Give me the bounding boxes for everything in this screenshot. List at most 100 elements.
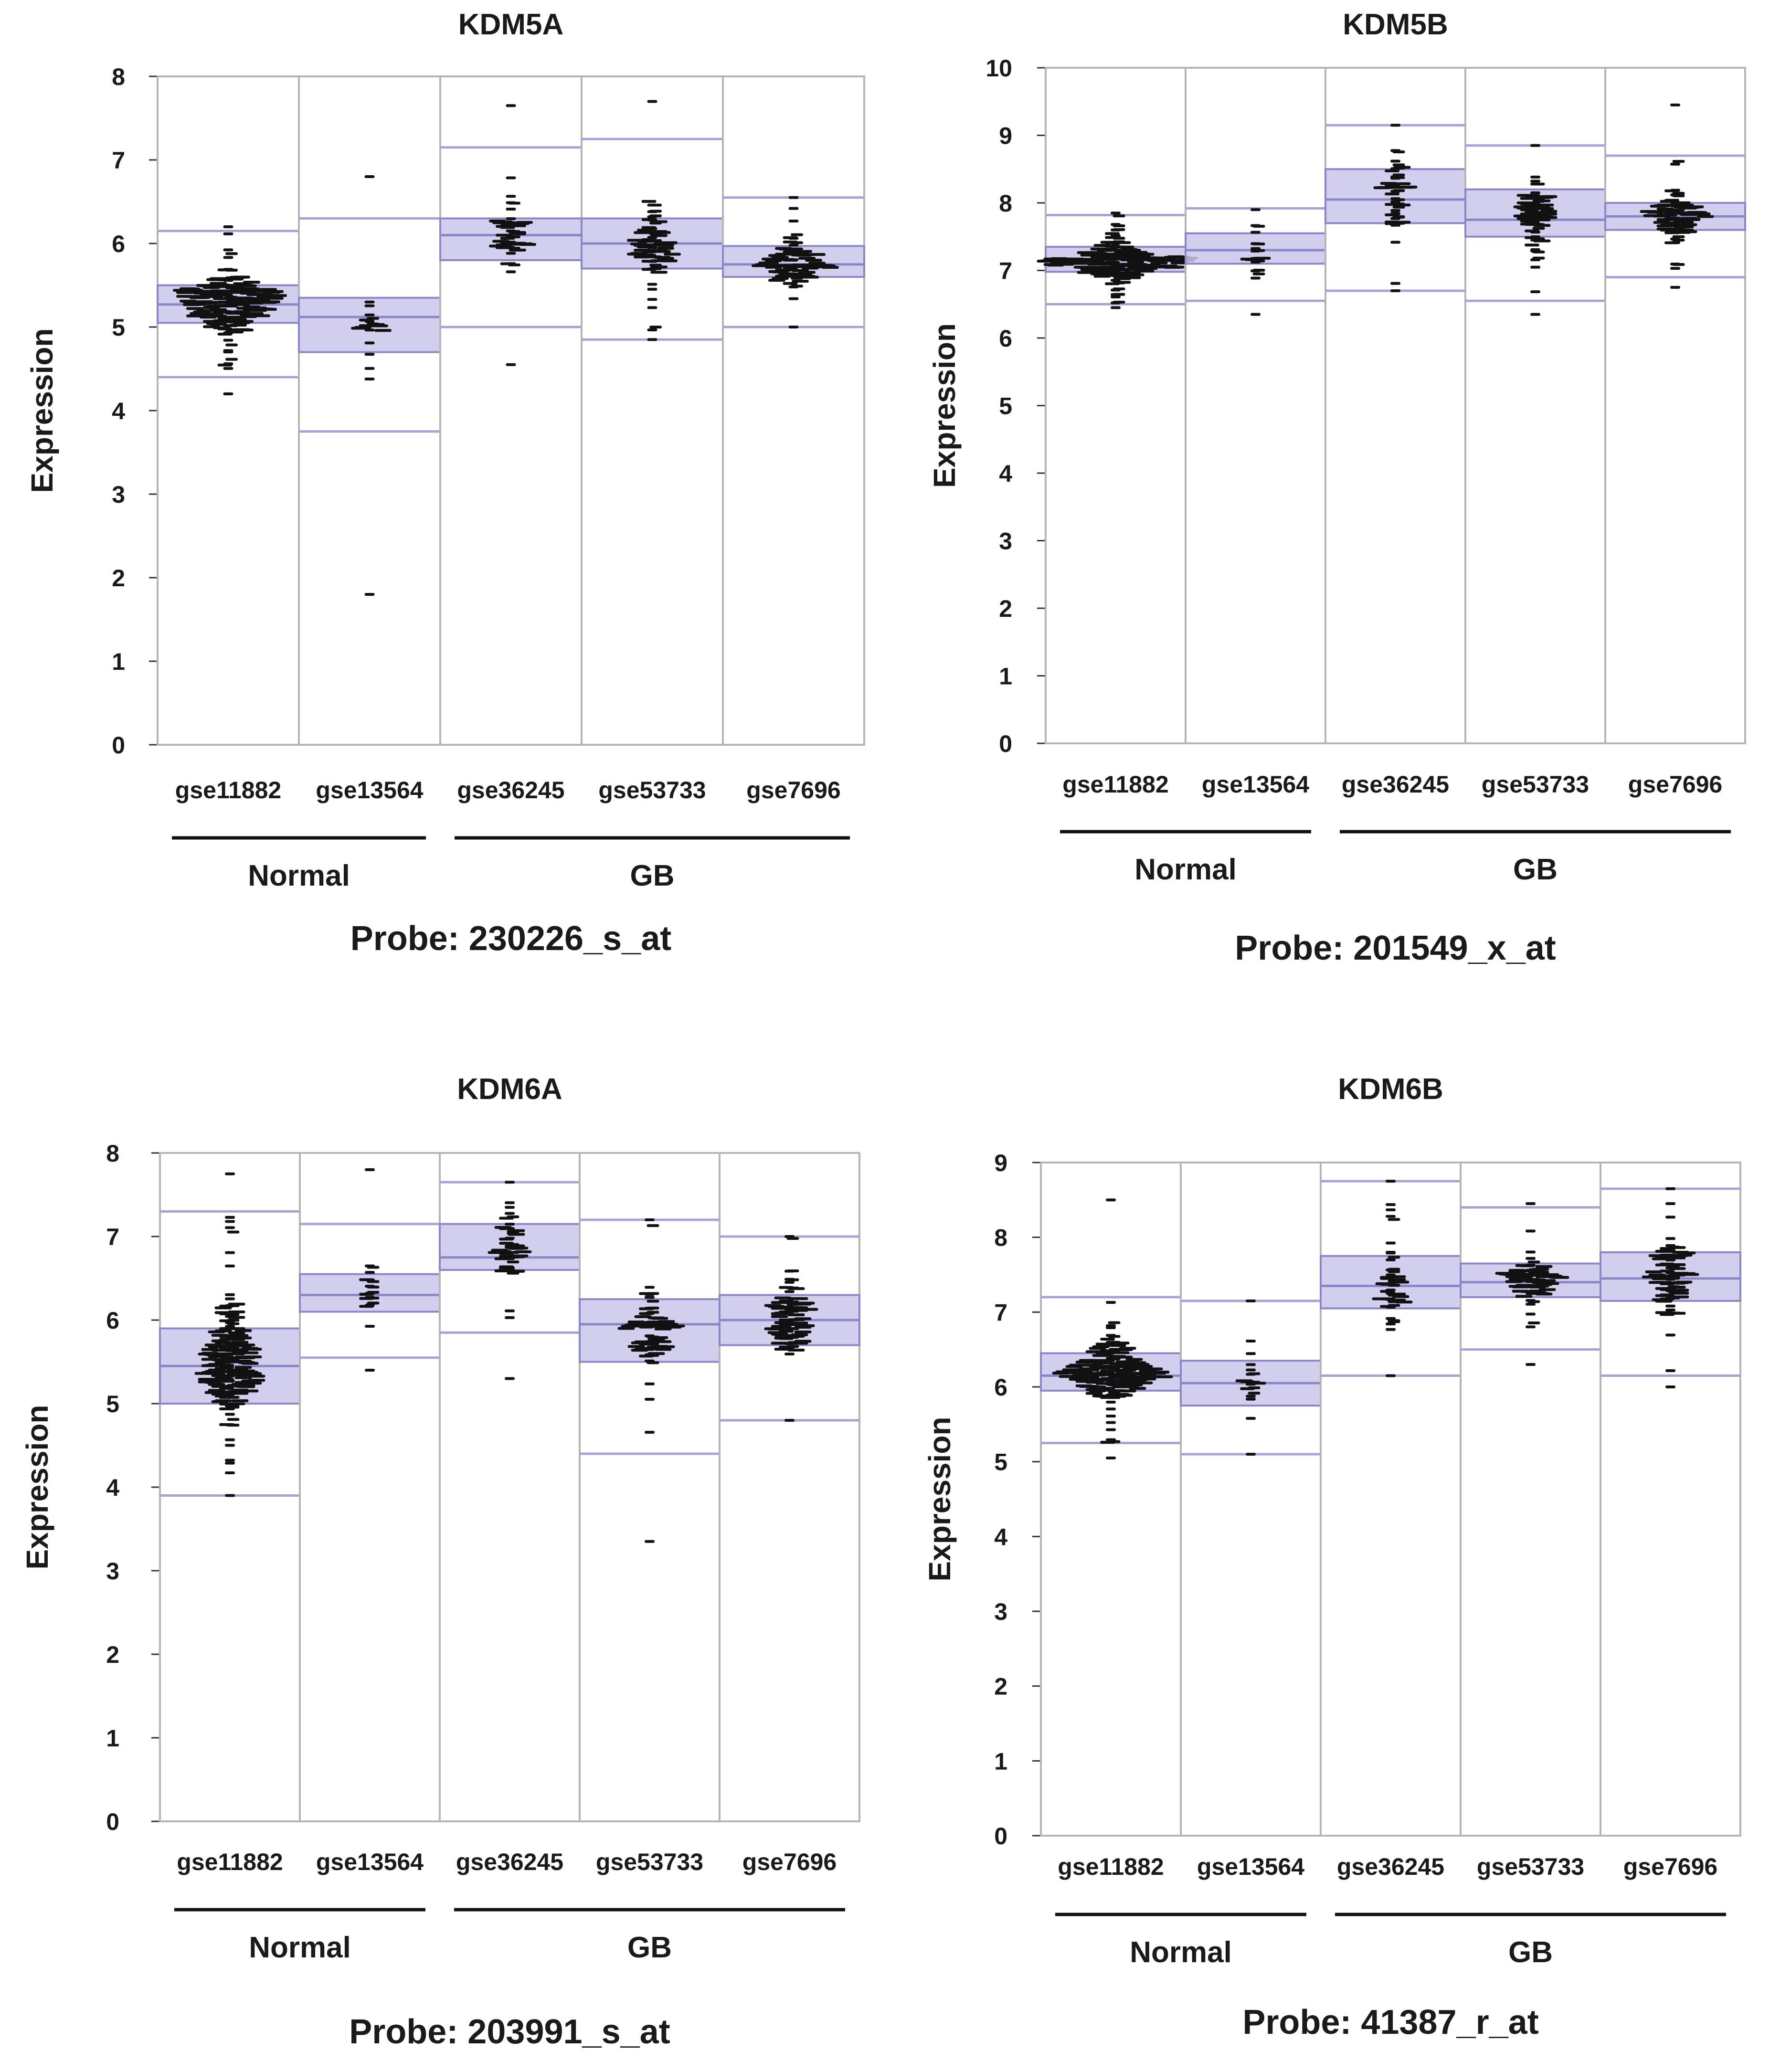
y-tick-label: 1 <box>994 1748 1007 1775</box>
x-category-label: gse13564 <box>1197 1853 1304 1880</box>
y-tick-label: 3 <box>106 1558 119 1585</box>
chart-title: KDM6A <box>457 1073 562 1106</box>
category-column-gse7696 <box>1600 1162 1741 1837</box>
category-column-gse7696 <box>722 75 865 746</box>
category-panel-border <box>1600 1162 1741 1837</box>
y-tick-label: 5 <box>106 1391 119 1417</box>
x-category-label: gse36245 <box>1342 771 1449 798</box>
category-column-gse36245 <box>1325 67 1466 744</box>
x-category-label: gse11882 <box>175 777 281 803</box>
chart-title: KDM6B <box>1338 1073 1443 1106</box>
y-tick-label: 0 <box>999 730 1012 757</box>
x-category-label: gse7696 <box>1623 1853 1717 1880</box>
category-column-gse13564 <box>299 1152 441 1822</box>
y-tick-label: 7 <box>106 1224 119 1250</box>
category-column-gse36245 <box>1320 1162 1462 1837</box>
category-column-gse13564 <box>298 75 441 746</box>
x-category-label: gse53733 <box>596 1849 703 1875</box>
group-label: Normal <box>1130 1936 1232 1969</box>
group-label: GB <box>627 1931 672 1964</box>
category-panel-border <box>1604 67 1746 744</box>
y-tick-label: 7 <box>999 258 1012 285</box>
y-axis-label: Expression <box>25 328 59 493</box>
category-column-gse36245 <box>439 1152 581 1822</box>
y-tick-label: 1 <box>112 648 125 675</box>
y-tick-label: 4 <box>994 1523 1007 1550</box>
x-category-label: gse36245 <box>456 1849 563 1875</box>
category-panel-border <box>581 75 724 746</box>
y-tick-label: 5 <box>112 314 125 341</box>
y-tick-label: 8 <box>112 63 125 90</box>
probe-label: Probe: 41387_r_at <box>1242 2003 1538 2041</box>
y-tick-label: 6 <box>994 1374 1007 1401</box>
x-category-label: gse36245 <box>1337 1853 1444 1880</box>
y-tick-label: 5 <box>994 1449 1007 1476</box>
chart-title: KDM5A <box>458 8 563 41</box>
category-panel-border <box>1040 1162 1182 1837</box>
y-tick-label: 8 <box>999 190 1012 217</box>
y-tick-label: 4 <box>999 460 1012 487</box>
y-tick-label: 3 <box>112 481 125 508</box>
x-category-label: gse7696 <box>742 1849 837 1875</box>
group-label: Normal <box>248 859 350 892</box>
y-tick-label: 5 <box>999 393 1012 420</box>
y-tick-label: 2 <box>106 1641 119 1668</box>
x-category-label: gse13564 <box>316 777 423 803</box>
y-tick-label: 9 <box>999 123 1012 149</box>
x-category-label: gse53733 <box>598 777 706 803</box>
category-column-gse11882 <box>1040 1162 1182 1837</box>
y-tick-label: 3 <box>999 528 1012 555</box>
x-category-label: gse13564 <box>316 1849 424 1875</box>
y-tick-label: 3 <box>994 1598 1007 1625</box>
probe-label: Probe: 203991_s_at <box>349 2013 670 2051</box>
x-category-label: gse13564 <box>1202 771 1309 798</box>
y-tick-label: 8 <box>994 1225 1007 1251</box>
x-category-label: gse7696 <box>1628 771 1722 798</box>
y-tick-label: 7 <box>994 1299 1007 1326</box>
category-panel-border <box>157 75 300 746</box>
probe-label: Probe: 230226_s_at <box>350 920 671 958</box>
y-tick-label: 4 <box>112 398 125 424</box>
y-tick-label: 2 <box>112 565 125 592</box>
chart-panel-kdm5a: KDM5A Expression 0 1 2 3 4 5 6 7 8 gse11882 gse13564… <box>25 8 865 958</box>
x-category-label: gse7696 <box>746 777 840 803</box>
x-category-label: gse53733 <box>1477 1853 1584 1880</box>
group-label: Normal <box>249 1931 351 1964</box>
category-column-gse11882 <box>157 75 300 746</box>
category-panel-border <box>1180 1162 1322 1837</box>
y-tick-label: 4 <box>106 1474 119 1501</box>
y-tick-label: 0 <box>106 1808 119 1835</box>
category-column-gse53733 <box>581 75 724 746</box>
group-label: GB <box>630 859 675 892</box>
y-axis-label: Expression <box>922 1417 957 1581</box>
y-axis-label: Expression <box>927 323 962 488</box>
category-panel-border <box>1185 67 1326 744</box>
category-column-gse7696 <box>1604 67 1746 744</box>
y-tick-label: 9 <box>994 1150 1007 1176</box>
category-column-gse11882 <box>1037 67 1198 744</box>
y-tick-label: 0 <box>994 1823 1007 1850</box>
y-tick-label: 2 <box>999 595 1012 622</box>
chart-panel-kdm6b: KDM6B Expression 0 1 2 3 4 5 6 7 8 9 gse11882 gse1356… <box>922 1073 1741 2041</box>
category-column-gse11882 <box>159 1152 301 1822</box>
category-panel-border <box>299 1152 441 1822</box>
y-tick-label: 7 <box>112 147 125 174</box>
category-column-gse36245 <box>439 75 583 746</box>
probe-label: Probe: 201549_x_at <box>1235 929 1556 967</box>
category-column-gse53733 <box>1464 67 1606 744</box>
category-panel-border <box>1045 67 1187 744</box>
y-tick-label: 1 <box>106 1725 119 1752</box>
category-panel-border <box>1464 67 1606 744</box>
category-column-gse13564 <box>1180 1162 1322 1837</box>
category-column-gse53733 <box>579 1152 721 1822</box>
x-category-label: gse11882 <box>177 1849 283 1875</box>
x-category-label: gse36245 <box>457 777 564 803</box>
x-category-label: gse11882 <box>1058 1853 1164 1880</box>
y-tick-label: 2 <box>994 1673 1007 1700</box>
category-panel-border <box>722 75 865 746</box>
group-label: GB <box>1508 1936 1553 1969</box>
chart-title: KDM5B <box>1343 8 1448 41</box>
y-tick-label: 0 <box>112 732 125 759</box>
y-tick-label: 6 <box>999 325 1012 352</box>
